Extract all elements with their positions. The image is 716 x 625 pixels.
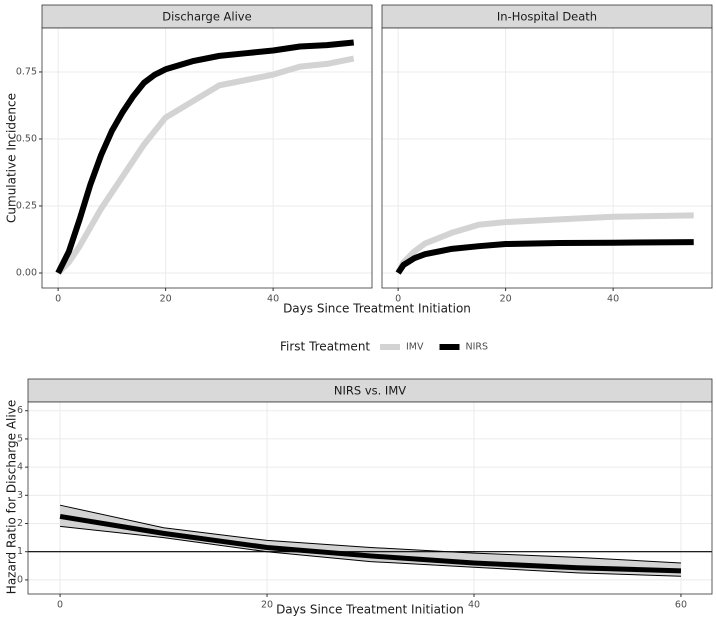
x-tick-label: 20 [261,600,273,611]
y-axis-title: Hazard Ratio for Discharge Alive [5,400,19,594]
x-tick-label: 0 [57,600,63,611]
y-tick-label: 3 [17,490,23,501]
y-tick-label: 1 [17,546,23,557]
x-tick-label: 0 [395,294,401,305]
y-tick-label: 6 [17,405,23,416]
x-tick-label: 20 [160,294,172,305]
y-tick-label: 4 [17,462,23,473]
legend-label: IMV [406,342,424,353]
panel-border [27,401,713,595]
series-line [395,212,694,275]
y-axis-title: Cumulative Incidence [5,93,19,223]
strip-label: NIRS vs. IMV [334,384,406,398]
x-tick-label: 0 [55,294,61,305]
panel-border [41,27,373,289]
strip-label: In-Hospital Death [497,10,597,24]
x-axis-title: Days Since Treatment Initiation [283,302,471,316]
x-tick-label: 40 [607,294,619,305]
panel-border [381,27,713,289]
panel-bg [382,28,712,288]
x-tick-label: 40 [267,294,279,305]
strip-label: Discharge Alive [162,10,251,24]
series-line [55,39,355,275]
x-axis-title: Days Since Treatment Initiation [276,603,464,617]
y-tick-label: 2 [17,518,23,529]
y-tick-label: 0.25 [16,200,37,211]
x-tick-label: 40 [468,600,480,611]
legend-label: NIRS [466,342,489,353]
upper-bound [59,504,681,564]
y-tick-label: 0.00 [16,267,37,278]
y-tick-label: 0.50 [16,133,37,144]
y-tick-label: 0.75 [16,66,37,77]
series-line [395,239,694,275]
y-tick-label: 5 [17,433,23,444]
legend-title: First Treatment [280,340,370,354]
x-tick-label: 20 [500,294,512,305]
x-tick-label: 60 [675,600,687,611]
series-line [56,55,355,276]
estimate-line [59,513,682,574]
y-tick-label: 0 [17,574,23,585]
confidence-band [60,505,681,577]
lower-bound [60,525,681,577]
